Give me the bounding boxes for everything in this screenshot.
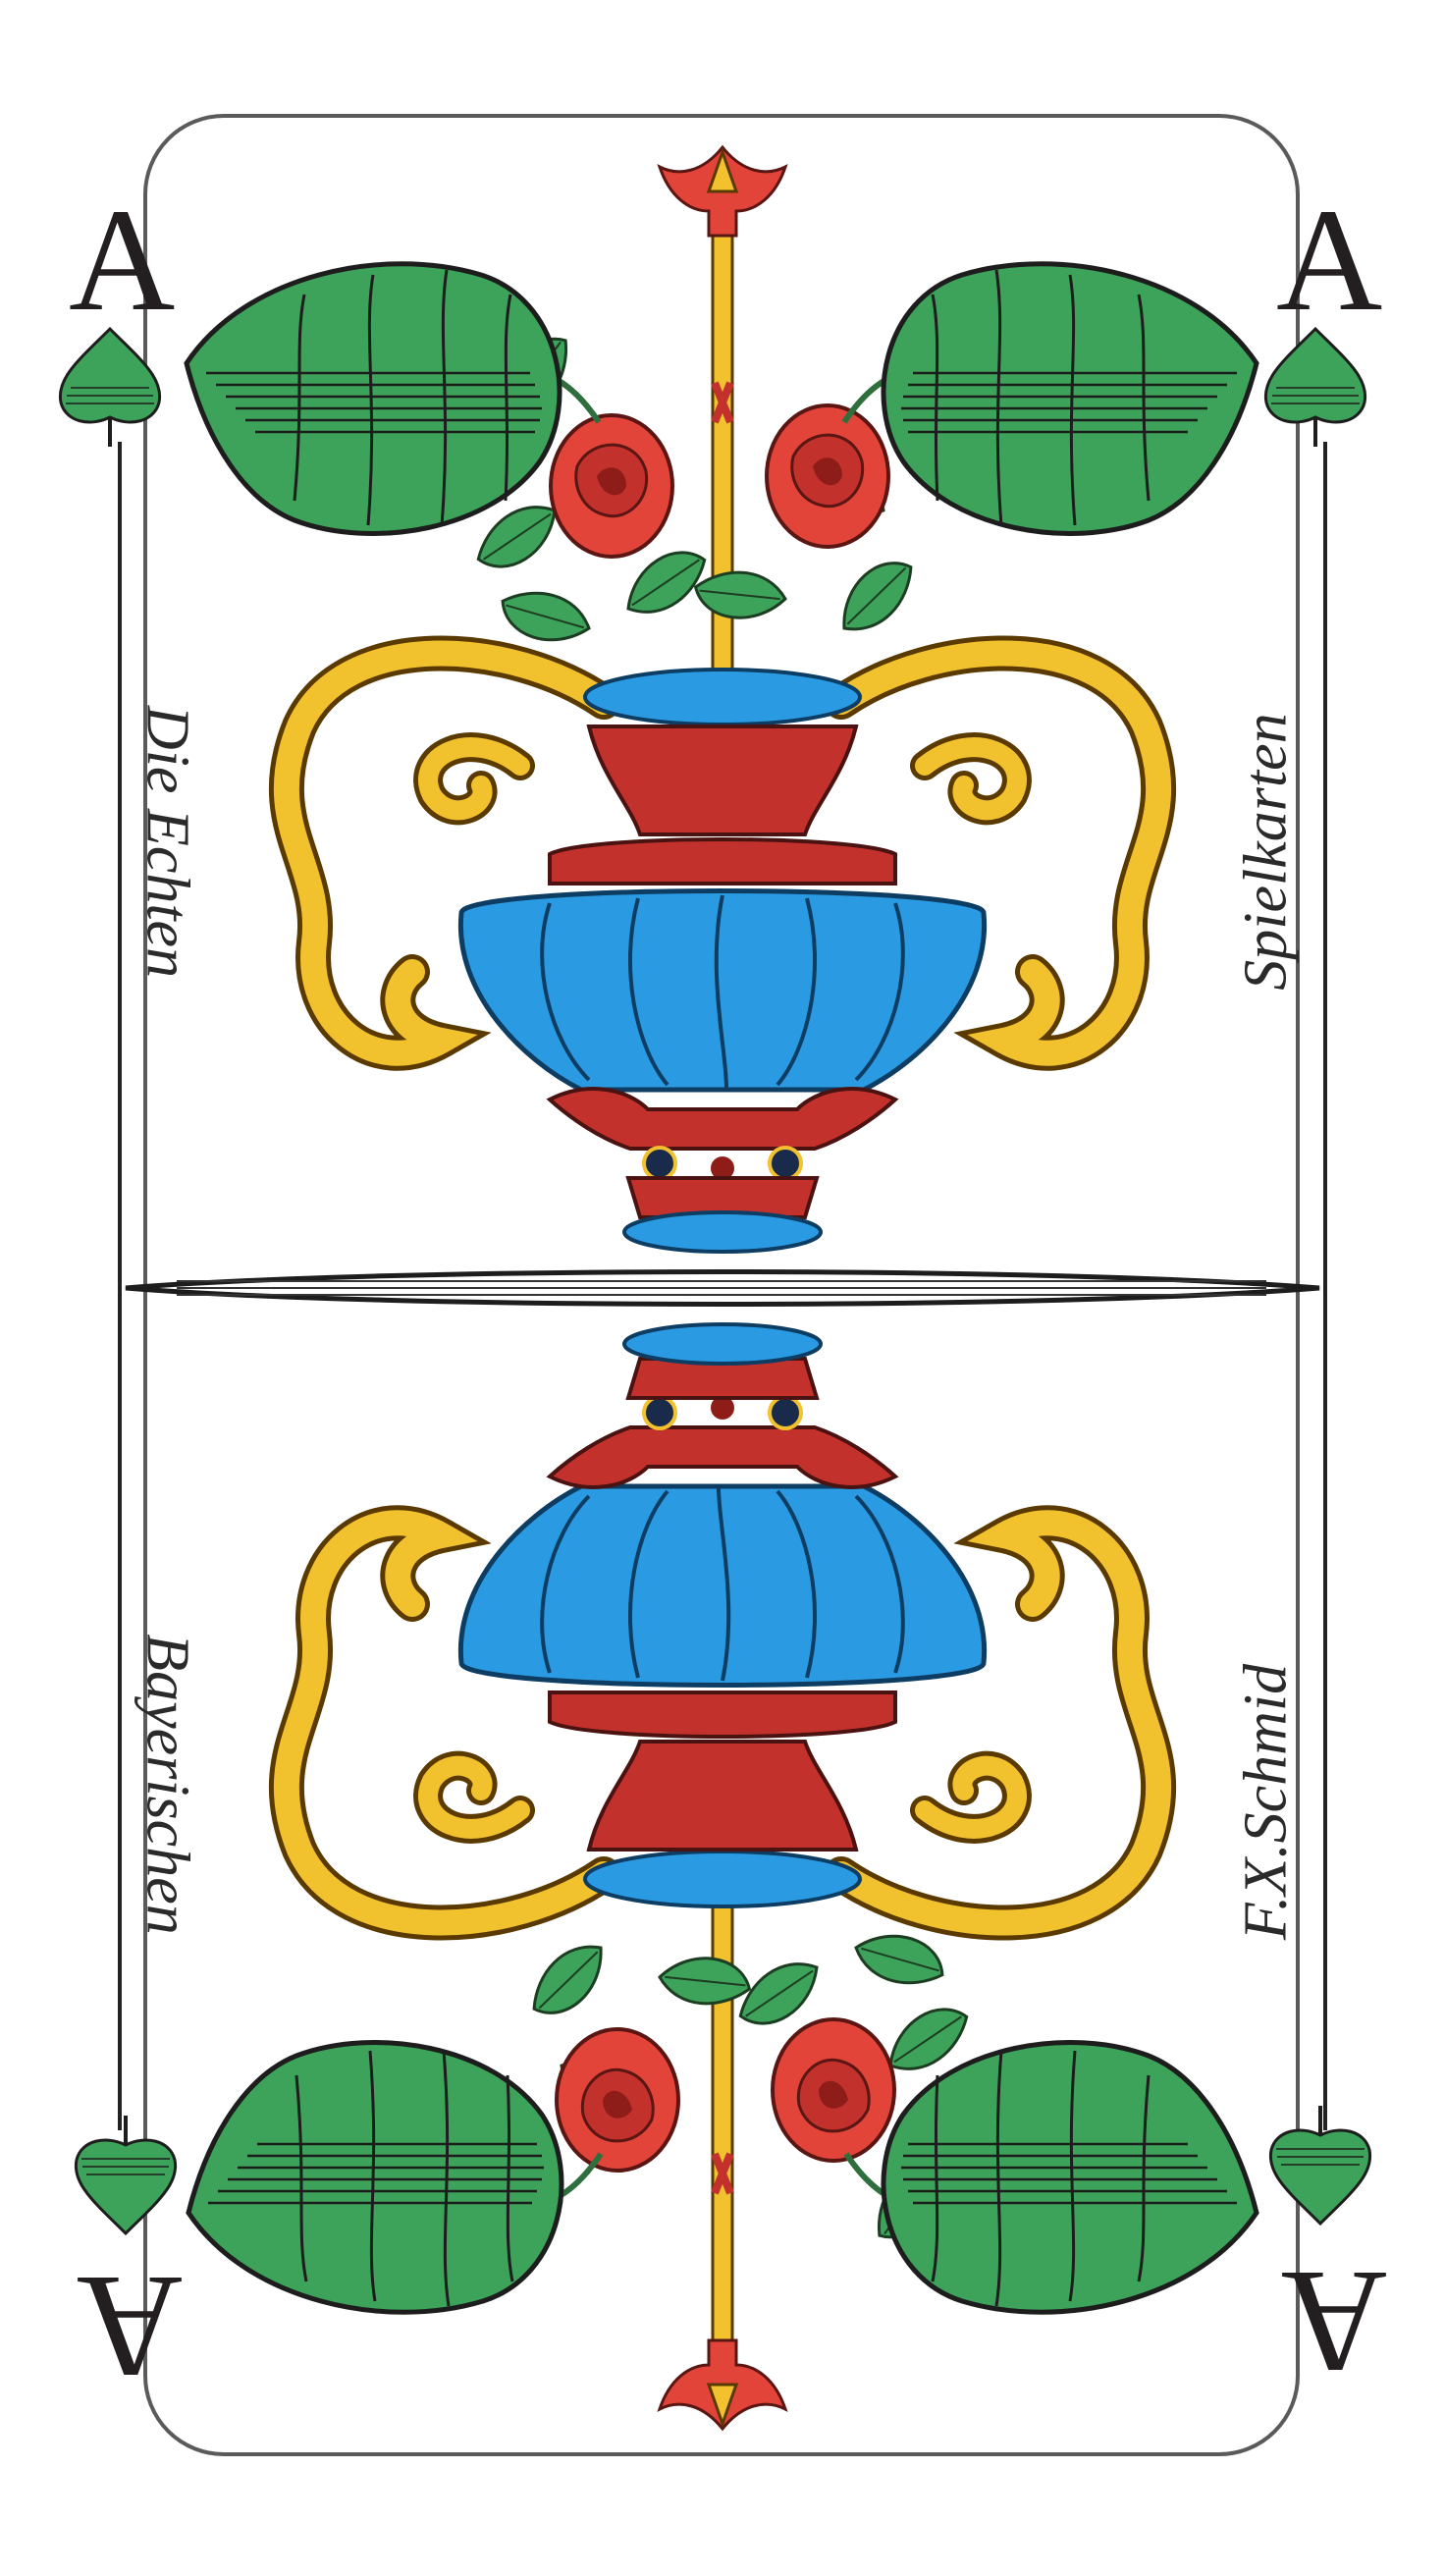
rank-top-left: A <box>69 179 176 342</box>
text-spielkarten: Spielkarten <box>1232 713 1300 991</box>
text-fx-schmid: F.X.Schmid <box>1232 1663 1300 1941</box>
rank-bottom-right: A <box>1281 2240 1388 2403</box>
rank-bottom-left: A <box>77 2245 184 2408</box>
text-die-echten: Die Echten <box>134 705 201 979</box>
text-bayerischen: Bayerischen <box>134 1634 201 1935</box>
rank-top-right: A <box>1276 179 1383 342</box>
